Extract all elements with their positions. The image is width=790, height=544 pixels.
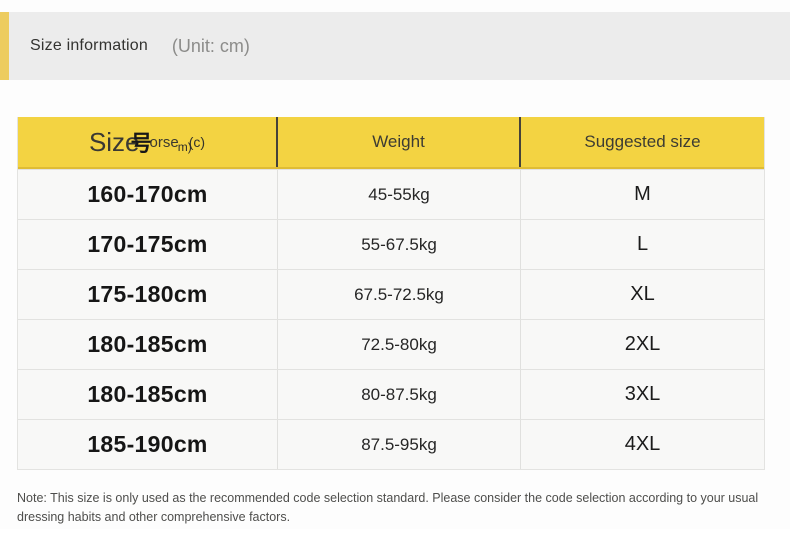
bottom-strip <box>0 529 790 544</box>
cell-suggested-size: XL <box>630 283 655 305</box>
table-row: 185-190cm 87.5-95kg 4XL <box>18 419 764 469</box>
table-row: 170-175cm 55-67.5kg L <box>18 219 764 269</box>
accent-stripe <box>0 12 9 80</box>
cell-suggested-size: L <box>636 233 649 255</box>
size-header-overlay-small: orse <box>149 133 179 151</box>
cell-weight: 67.5-72.5kg <box>278 270 521 319</box>
table-row: 160-170cm 45-55kg M <box>18 169 764 219</box>
cell-suggested-size: 2XL <box>624 333 661 355</box>
cell-weight: 55-67.5kg <box>278 220 521 269</box>
footnote-text: Note: This size is only used as the reco… <box>17 491 759 525</box>
weight-header-label: Weight <box>372 132 425 151</box>
cell-height: 180-185cm <box>18 370 278 419</box>
suggested-size-header-label: Suggested size <box>584 132 701 151</box>
cell-weight: 45-55kg <box>278 170 521 219</box>
cell-height: 175-180cm <box>18 270 278 319</box>
cell-height: 180-185cm <box>18 320 278 369</box>
cell-height: 170-175cm <box>18 220 278 269</box>
cell-suggested-size: 4XL <box>624 433 661 455</box>
header-cell-size: Size 号 orse m) (c) <box>18 117 278 167</box>
cell-suggested-size: M <box>634 183 651 205</box>
cell-weight: 72.5-80kg <box>278 320 521 369</box>
size-header-label: Size <box>88 126 140 157</box>
size-header-overlay-sub: m) <box>177 140 192 154</box>
size-header-overlay-char: 号 <box>130 131 153 156</box>
table-row: 175-180cm 67.5-72.5kg XL <box>18 269 764 319</box>
cell-height: 160-170cm <box>18 170 278 219</box>
header-cell-weight: Weight <box>278 117 521 167</box>
table-header-row: Size 号 orse m) (c) Weight Suggested size <box>18 117 764 169</box>
table-row: 180-185cm 80-87.5kg 3XL <box>18 369 764 419</box>
size-header-overlay-tail: (c) <box>188 134 206 150</box>
title-bar: Size information (Unit: cm) <box>0 12 790 80</box>
unit-label: (Unit: cm) <box>171 35 250 56</box>
page-title: Size information <box>30 37 148 54</box>
size-table: Size 号 orse m) (c) Weight Suggested size… <box>17 117 765 470</box>
cell-weight: 87.5-95kg <box>278 420 521 469</box>
cell-height: 185-190cm <box>18 420 278 469</box>
cell-weight: 80-87.5kg <box>278 370 521 419</box>
header-cell-suggested-size: Suggested size <box>521 117 764 167</box>
table-row: 180-185cm 72.5-80kg 2XL <box>18 319 764 369</box>
cell-suggested-size: 3XL <box>624 383 661 405</box>
